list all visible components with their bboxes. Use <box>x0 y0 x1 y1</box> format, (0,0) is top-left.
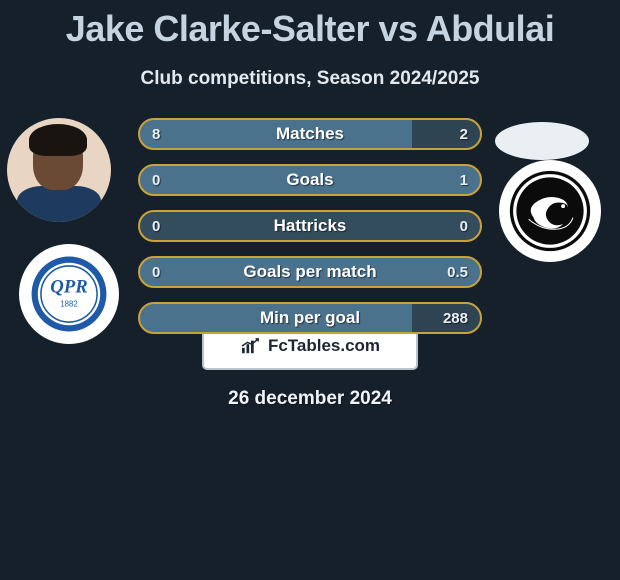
stat-left-value: 0 <box>152 166 160 194</box>
stat-row: 0 Hattricks 0 <box>138 210 482 242</box>
page-title: Jake Clarke-Salter vs Abdulai <box>0 0 620 50</box>
player-right-club-logo <box>499 160 601 262</box>
player-right-avatar <box>495 122 589 160</box>
date-text: 26 december 2024 <box>0 388 620 410</box>
stat-label: Min per goal <box>260 308 360 328</box>
stat-row: Min per goal 288 <box>138 302 482 334</box>
player-left-club-logo: QPR 1882 <box>19 244 119 344</box>
stat-label: Goals per match <box>243 262 376 282</box>
stat-left-value: 0 <box>152 258 160 286</box>
club-left-year: 1882 <box>60 299 77 308</box>
stat-label: Matches <box>276 124 344 144</box>
stat-label: Hattricks <box>274 216 347 236</box>
subtitle: Club competitions, Season 2024/2025 <box>0 50 620 90</box>
club-left-abbrev: QPR <box>50 276 87 297</box>
stat-right-value: 1 <box>460 166 468 194</box>
player-left-avatar <box>7 118 111 222</box>
stat-left-value: 8 <box>152 120 160 148</box>
stat-label: Goals <box>286 170 333 190</box>
stats-rows: 8 Matches 2 0 Goals 1 0 Hattricks 0 0 Goals per ma… <box>138 118 482 348</box>
stat-row: 0 Goals per match 0.5 <box>138 256 482 288</box>
stat-row: 8 Matches 2 <box>138 118 482 150</box>
stat-left-value: 0 <box>152 212 160 240</box>
stat-right-value: 288 <box>443 304 468 332</box>
stat-right-value: 0.5 <box>447 258 468 286</box>
stat-row: 0 Goals 1 <box>138 164 482 196</box>
stat-right-value: 2 <box>460 120 468 148</box>
stat-right-value: 0 <box>460 212 468 240</box>
